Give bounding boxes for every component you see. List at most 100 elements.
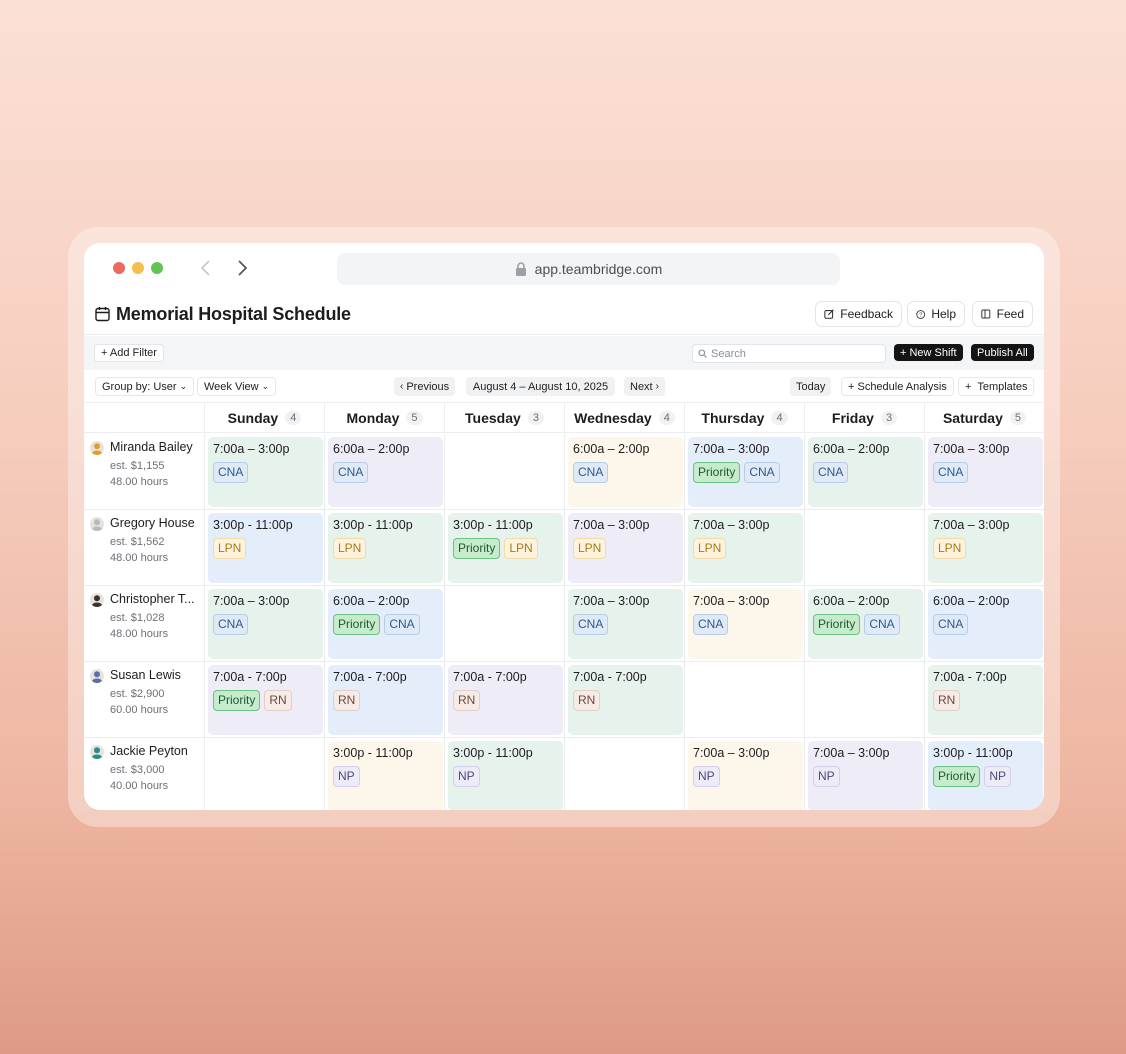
shift-card[interactable]: 6:00a – 2:00p Priority CNA	[328, 589, 443, 659]
day-cell[interactable]: 7:00a - 7:00p RN	[924, 662, 1044, 738]
shift-card[interactable]: 3:00p - 11:00p NP	[328, 741, 443, 810]
shift-card[interactable]: 7:00a – 3:00p Priority CNA	[688, 437, 803, 507]
user-hours: 48.00 hours	[110, 552, 169, 564]
day-cell[interactable]: 6:00a – 2:00p CNA	[924, 586, 1044, 662]
shift-card[interactable]: 3:00p - 11:00p Priority LPN	[448, 513, 563, 583]
shift-card[interactable]: 6:00a – 2:00p CNA	[568, 437, 683, 507]
day-cell[interactable]: 7:00a – 3:00p LPN	[684, 510, 804, 586]
previous-button[interactable]: ‹ Previous	[394, 377, 456, 396]
day-cell[interactable]	[444, 434, 564, 510]
day-cell[interactable]	[804, 510, 924, 586]
schedule-analysis-button[interactable]: + Schedule Analysis	[841, 377, 954, 396]
day-cell[interactable]: 7:00a – 3:00p CNA	[684, 586, 804, 662]
shift-card[interactable]: 7:00a - 7:00p RN	[328, 665, 443, 735]
day-cell[interactable]: 7:00a – 3:00p NP	[804, 738, 924, 810]
day-cell[interactable]: 7:00a – 3:00p CNA	[204, 586, 324, 662]
user-name: Christopher T...	[110, 592, 195, 606]
user-cell[interactable]: Gregory House est. $1,562 48.00 hours	[84, 510, 204, 586]
shift-card[interactable]: 7:00a – 3:00p CNA	[688, 589, 803, 659]
address-bar[interactable]: app.teambridge.com	[337, 253, 840, 285]
shift-card[interactable]: 7:00a – 3:00p NP	[688, 741, 803, 810]
user-cell[interactable]: Miranda Bailey est. $1,155 48.00 hours	[84, 434, 204, 510]
day-cell[interactable]: 3:00p - 11:00p NP	[324, 738, 444, 810]
day-cell[interactable]: 6:00a – 2:00p Priority CNA	[804, 586, 924, 662]
shift-card[interactable]: 6:00a – 2:00p Priority CNA	[808, 589, 923, 659]
user-cell[interactable]: Jackie Peyton est. $3,000 40.00 hours	[84, 738, 204, 810]
day-cell[interactable]	[564, 738, 684, 810]
day-cell[interactable]: 3:00p - 11:00p NP	[444, 738, 564, 810]
day-cell[interactable]: 7:00a – 3:00p Priority CNA	[684, 434, 804, 510]
day-cell[interactable]: 7:00a - 7:00p RN	[324, 662, 444, 738]
day-cell[interactable]: 3:00p - 11:00p Priority NP	[924, 738, 1044, 810]
publish-all-button[interactable]: Publish All	[971, 344, 1034, 361]
day-cell[interactable]: 6:00a – 2:00p CNA	[804, 434, 924, 510]
shift-card[interactable]: 3:00p - 11:00p Priority NP	[928, 741, 1043, 810]
shift-card[interactable]: 7:00a – 3:00p CNA	[208, 589, 323, 659]
zoom-dot-icon[interactable]	[151, 262, 163, 274]
shift-card[interactable]: 7:00a – 3:00p LPN	[568, 513, 683, 583]
shift-time: 7:00a - 7:00p	[453, 670, 527, 684]
day-cell[interactable]	[204, 738, 324, 810]
shift-card[interactable]: 7:00a – 3:00p NP	[808, 741, 923, 810]
close-dot-icon[interactable]	[113, 262, 125, 274]
shift-card[interactable]: 7:00a – 3:00p CNA	[568, 589, 683, 659]
day-cell[interactable]: 6:00a – 2:00p Priority CNA	[324, 586, 444, 662]
templates-button[interactable]: + Templates	[958, 377, 1035, 396]
user-cell[interactable]: Christopher T... est. $1,028 48.00 hours	[84, 586, 204, 662]
shift-card[interactable]: 7:00a – 3:00p LPN	[928, 513, 1043, 583]
shift-card[interactable]: 6:00a – 2:00p CNA	[808, 437, 923, 507]
feed-button[interactable]: Feed	[972, 301, 1033, 327]
user-cost: est. $1,562	[110, 536, 165, 548]
shift-card[interactable]: 7:00a - 7:00p Priority RN	[208, 665, 323, 735]
user-cell[interactable]: Susan Lewis est. $2,900 60.00 hours	[84, 662, 204, 738]
date-range[interactable]: August 4 – August 10, 2025	[466, 377, 615, 396]
staff-row: Susan Lewis est. $2,900 60.00 hours 7:00…	[84, 662, 1044, 738]
group-by-dropdown[interactable]: Group by: User ⌄	[95, 377, 195, 396]
today-button[interactable]: Today	[790, 377, 832, 396]
back-arrow-icon[interactable]	[196, 257, 216, 279]
day-cell[interactable]: 6:00a – 2:00p CNA	[324, 434, 444, 510]
forward-arrow-icon[interactable]	[232, 257, 252, 279]
day-cell[interactable]: 7:00a - 7:00p RN	[564, 662, 684, 738]
search-input[interactable]: Search	[692, 344, 886, 363]
day-cell[interactable]: 7:00a – 3:00p CNA	[924, 434, 1044, 510]
tag-rn: RN	[453, 690, 481, 711]
shift-time: 3:00p - 11:00p	[933, 746, 1013, 760]
day-cell[interactable]: 7:00a – 3:00p CNA	[204, 434, 324, 510]
day-cell[interactable]: 3:00p - 11:00p LPN	[204, 510, 324, 586]
minimize-dot-icon[interactable]	[132, 262, 144, 274]
view-dropdown[interactable]: Week View ⌄	[197, 377, 277, 396]
day-cell[interactable]: 6:00a – 2:00p CNA	[564, 434, 684, 510]
shift-time: 7:00a – 3:00p	[813, 746, 890, 760]
shift-card[interactable]: 3:00p - 11:00p NP	[448, 741, 563, 810]
day-cell[interactable]	[684, 662, 804, 738]
new-shift-button[interactable]: + New Shift	[894, 344, 963, 361]
shift-tags: CNA	[933, 462, 1038, 483]
day-cell[interactable]	[804, 662, 924, 738]
day-cell[interactable]: 3:00p - 11:00p Priority LPN	[444, 510, 564, 586]
shift-card[interactable]: 7:00a – 3:00p LPN	[688, 513, 803, 583]
shift-card[interactable]: 3:00p - 11:00p LPN	[328, 513, 443, 583]
day-cell[interactable]: 7:00a – 3:00p CNA	[564, 586, 684, 662]
day-cell[interactable]: 3:00p - 11:00p LPN	[324, 510, 444, 586]
next-button[interactable]: Next ›	[624, 377, 665, 396]
day-cell[interactable]	[444, 586, 564, 662]
shift-card[interactable]: 6:00a – 2:00p CNA	[328, 437, 443, 507]
shift-card[interactable]: 7:00a – 3:00p CNA	[208, 437, 323, 507]
day-cell[interactable]: 7:00a – 3:00p LPN	[924, 510, 1044, 586]
day-cell[interactable]: 7:00a - 7:00p Priority RN	[204, 662, 324, 738]
day-count-badge: 5	[406, 410, 423, 425]
shift-card[interactable]: 3:00p - 11:00p LPN	[208, 513, 323, 583]
feedback-button[interactable]: Feedback	[815, 301, 902, 327]
shift-card[interactable]: 7:00a - 7:00p RN	[568, 665, 683, 735]
shift-card[interactable]: 7:00a - 7:00p RN	[448, 665, 563, 735]
day-cell[interactable]: 7:00a – 3:00p NP	[684, 738, 804, 810]
add-filter-button[interactable]: + Add Filter	[94, 344, 164, 362]
shift-card[interactable]: 7:00a – 3:00p CNA	[928, 437, 1043, 507]
day-cell[interactable]: 7:00a – 3:00p LPN	[564, 510, 684, 586]
shift-card[interactable]: 6:00a – 2:00p CNA	[928, 589, 1043, 659]
shift-card[interactable]: 7:00a - 7:00p RN	[928, 665, 1043, 735]
help-button[interactable]: ? Help	[907, 301, 965, 327]
day-cell[interactable]: 7:00a - 7:00p RN	[444, 662, 564, 738]
previous-label: Previous	[406, 380, 450, 393]
